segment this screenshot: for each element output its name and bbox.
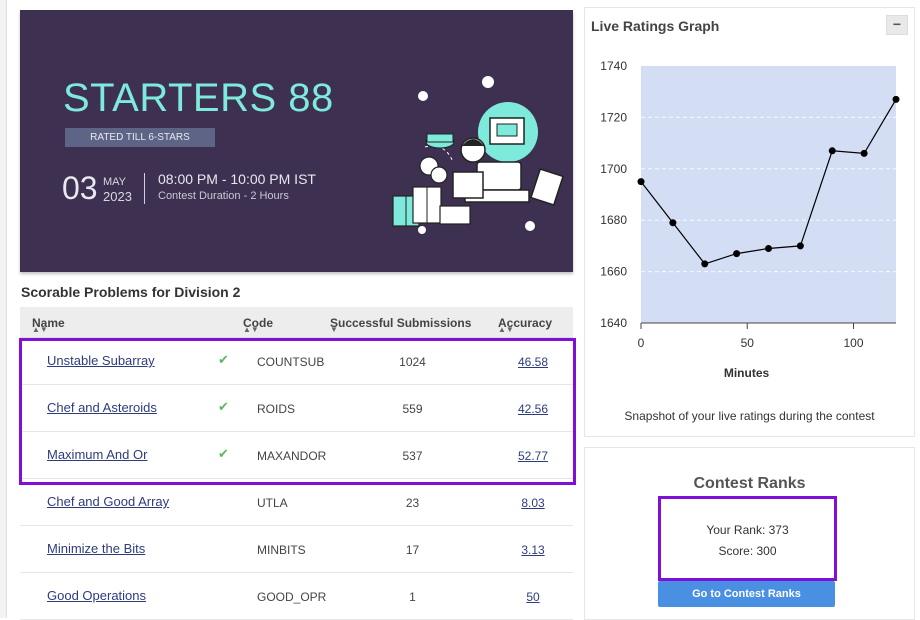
rating-point [733, 250, 741, 258]
accuracy-header-label: Accuracy [498, 316, 553, 330]
accuracy-column-header[interactable]: ▲▼ Accuracy [498, 316, 553, 334]
banner-divider [144, 173, 145, 204]
y-tick-label: 1700 [600, 162, 627, 176]
successful-submissions: 17 [405, 543, 420, 557]
collapse-button[interactable]: − [886, 15, 908, 35]
code-header-label: Code [243, 316, 273, 330]
go-to-contest-ranks-button[interactable]: Go to Contest Ranks [658, 581, 835, 607]
graph-title: Live Ratings Graph [591, 18, 720, 34]
table-row: Minimize the Bits MINBITS 17 3.13 [20, 526, 573, 573]
rating-point [765, 244, 772, 252]
y-tick-label: 1660 [600, 265, 627, 279]
problem-name-link[interactable]: Good Operations [47, 588, 147, 603]
contest-year: 2023 [103, 189, 132, 204]
page-left-edge [0, 0, 7, 618]
contest-time: 08:00 PM - 10:00 PM IST [158, 171, 316, 187]
submissions-header-label: Successful Submissions [330, 316, 472, 330]
accuracy-link[interactable]: 50 [526, 590, 540, 604]
problem-name-link[interactable]: Chef and Good Array [47, 494, 170, 509]
x-axis-label: Minutes [724, 366, 770, 380]
problems-section-title: Scorable Problems for Division 2 [21, 284, 241, 300]
rating-point [828, 147, 836, 155]
sort-desc-icon: ▼ [330, 325, 338, 334]
your-score: Score: 300 [718, 544, 777, 558]
rating-point [892, 95, 900, 103]
solved-problems-highlight [19, 338, 576, 485]
rank-highlight [658, 496, 837, 581]
problem-name-link[interactable]: Chef and Asteroids [47, 400, 157, 415]
your-rank: Your Rank: 373 [706, 523, 789, 537]
contest-month: MAY [103, 176, 127, 188]
sort-icon: ▲▼ [32, 325, 48, 334]
problem-name-link[interactable]: Minimize the Bits [47, 541, 146, 556]
contest-banner: STARTERS 88 RATED TILL 6-STARS 03 MAY 20… [20, 10, 573, 272]
sort-icon: ▲▼ [498, 325, 514, 334]
x-tick-label: 0 [638, 336, 645, 350]
x-tick-label: 50 [741, 336, 755, 350]
problem-code: GOOD_OPR [257, 590, 327, 604]
successful-submissions: 23 [405, 496, 420, 510]
check-icon: ✔ [218, 446, 229, 461]
table-row: Good Operations GOOD_OPR 1 50 [20, 573, 573, 620]
problem-name-link[interactable]: Unstable Subarray [47, 353, 155, 368]
rating-point [637, 178, 645, 186]
successful-submissions: 1024 [399, 355, 426, 369]
accuracy-link[interactable]: 8.03 [521, 496, 545, 510]
y-tick-label: 1640 [600, 316, 627, 330]
contest-title: STARTERS 88 [63, 76, 334, 120]
problem-code: MAXANDOR [257, 449, 327, 463]
accuracy-link[interactable]: 42.56 [517, 402, 549, 416]
table-row: Unstable Subarray ✔ COUNTSUB 1024 46.58 [20, 338, 573, 385]
coder-illustration-icon [392, 76, 564, 234]
check-icon: ✔ [218, 352, 229, 367]
table-header: ▲▼ Name ▲▼ Code ▼ Successful Submissions ▲▼… [20, 307, 573, 338]
rated-badge: RATED TILL 6-STARS [65, 128, 215, 147]
ratings-chart: 1640 1660 1680 1700 1720 1740 0 50 100 Minutes [600, 59, 900, 380]
accuracy-link[interactable]: 3.13 [521, 543, 545, 557]
successful-submissions: 537 [402, 449, 423, 463]
contest-day: 03 [62, 170, 98, 206]
code-column-header[interactable]: ▲▼ Code [243, 316, 273, 334]
live-ratings-panel: Live Ratings Graph − 1640 1660 1680 1700 172… [584, 7, 915, 437]
table-row: Chef and Good Array UTLA 23 8.03 [20, 479, 573, 526]
accuracy-link[interactable]: 52.77 [517, 449, 549, 463]
y-tick-label: 1680 [600, 213, 627, 227]
plot-area [641, 66, 896, 323]
y-tick-label: 1740 [600, 59, 627, 73]
problem-code: ROIDS [257, 402, 296, 416]
problem-code: MINBITS [257, 543, 306, 557]
submissions-column-header[interactable]: ▼ Successful Submissions [330, 316, 472, 334]
problems-table: ▲▼ Name ▲▼ Code ▼ Successful Submissions ▲▼… [20, 307, 573, 620]
problem-code: COUNTSUB [257, 355, 325, 369]
table-row: Maximum And Or ✔ MAXANDOR 537 52.77 [20, 432, 573, 479]
successful-submissions: 559 [402, 402, 423, 416]
successful-submissions: 1 [409, 590, 416, 604]
contest-ranks-panel: Contest Ranks Your Rank: 373 Score: 300 … [584, 447, 915, 620]
name-column-header[interactable]: ▲▼ Name [32, 316, 65, 334]
sort-icon: ▲▼ [243, 325, 259, 334]
problem-name-link[interactable]: Maximum And Or [47, 447, 148, 462]
y-tick-label: 1720 [600, 110, 627, 124]
problem-code: UTLA [257, 496, 288, 510]
contest-duration: Contest Duration - 2 Hours [158, 190, 289, 202]
rating-point [860, 149, 868, 157]
check-icon: ✔ [218, 399, 229, 414]
graph-caption: Snapshot of your live ratings during the… [624, 409, 875, 423]
name-header-label: Name [32, 316, 65, 330]
table-row: Chef and Asteroids ✔ ROIDS 559 42.56 [20, 385, 573, 432]
rating-point [701, 260, 709, 268]
accuracy-link[interactable]: 46.58 [517, 355, 549, 369]
rating-point [796, 242, 804, 250]
rating-point [669, 219, 677, 227]
ranks-title: Contest Ranks [693, 475, 806, 492]
x-tick-label: 100 [843, 336, 863, 350]
